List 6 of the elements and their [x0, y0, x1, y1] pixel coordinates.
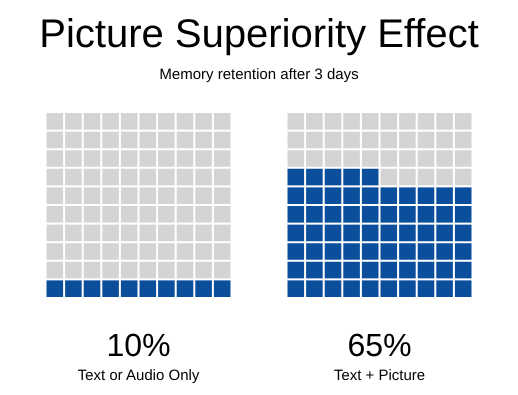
text: Picture Superiority Effect [39, 12, 479, 56]
text: Memory retention after 3 days [159, 66, 359, 84]
category-label: Text + Picture [334, 367, 426, 384]
data-label: 65% [347, 327, 412, 363]
category-label: Text or Audio Only [78, 367, 200, 384]
data-label: 10% [106, 327, 171, 363]
